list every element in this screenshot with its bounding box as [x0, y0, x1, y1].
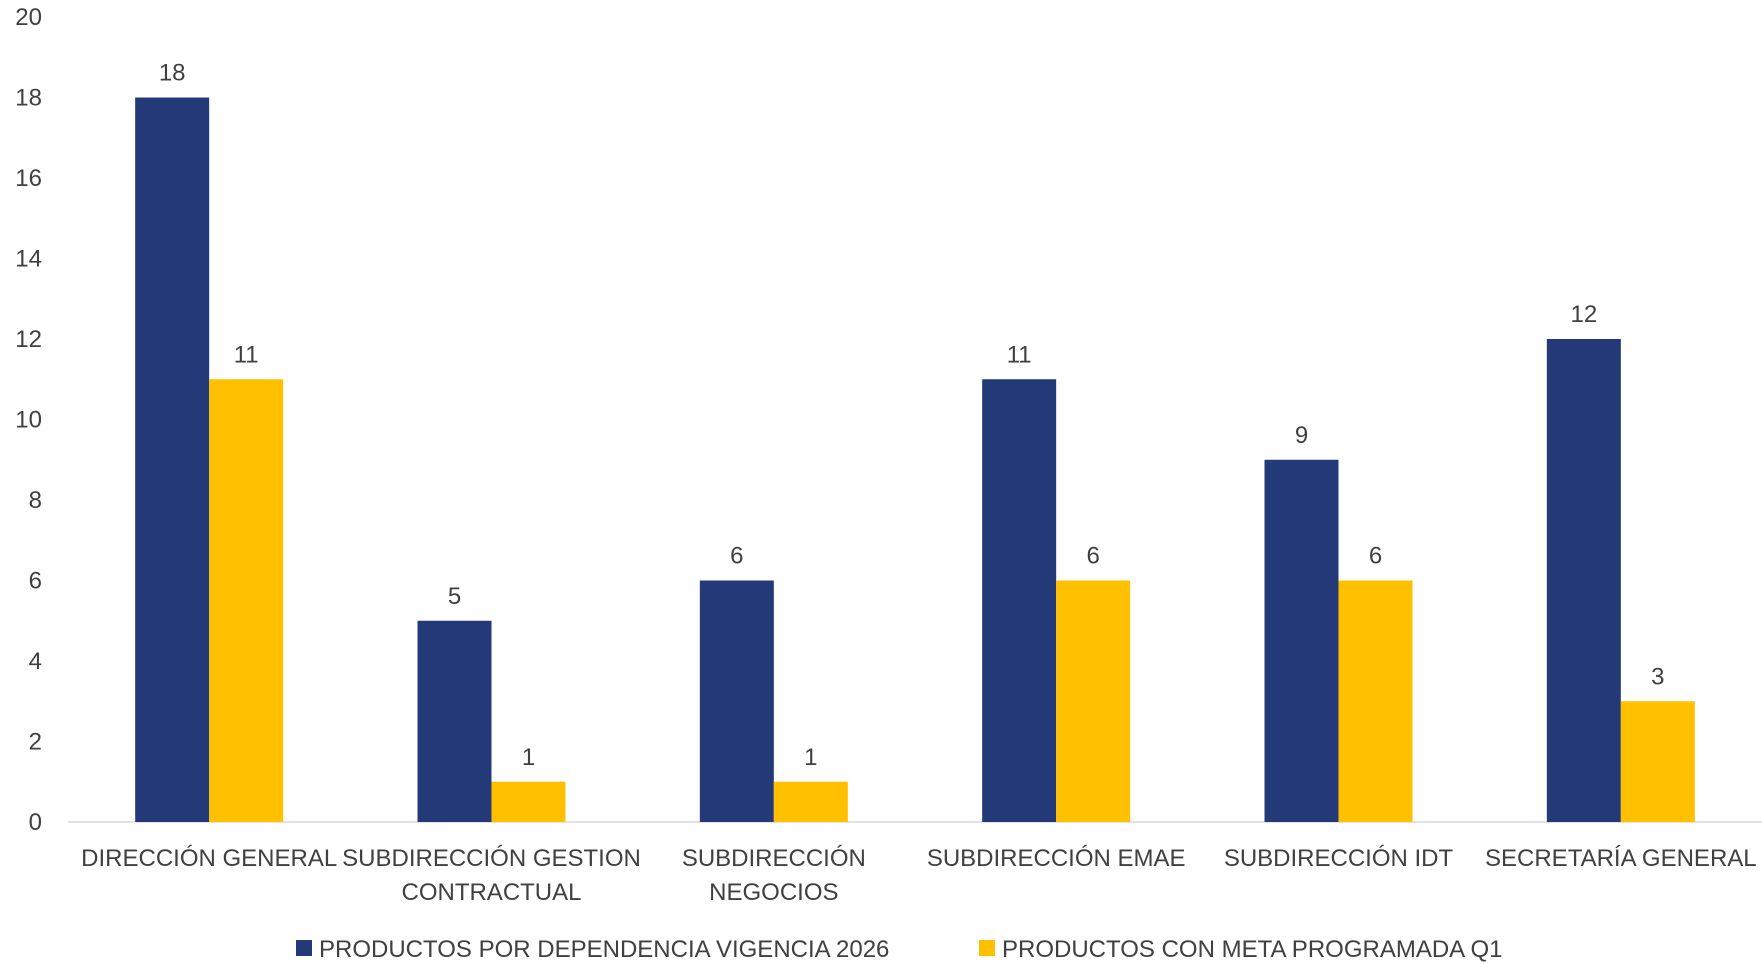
data-label: 6: [730, 543, 743, 570]
data-label: 1: [804, 744, 817, 771]
data-label: 12: [1570, 301, 1597, 328]
bar-products-q1: [1338, 580, 1413, 822]
y-tick-label: 10: [15, 407, 42, 434]
bar-products-total: [417, 620, 492, 822]
bar-products-total: [135, 97, 210, 822]
data-label: 11: [234, 341, 259, 368]
legend-label: PRODUCTOS POR DEPENDENCIA VIGENCIA 2026: [319, 936, 889, 963]
data-label: 11: [1007, 341, 1032, 368]
bar-products-q1: [1620, 701, 1695, 822]
bar-products-q1: [491, 781, 566, 822]
legend: PRODUCTOS POR DEPENDENCIA VIGENCIA 2026 P…: [296, 936, 1503, 963]
bar-products-total: [1264, 459, 1339, 822]
legend-label: PRODUCTOS CON META PROGRAMADA Q1: [1002, 936, 1503, 963]
bar-products-q1: [209, 379, 284, 822]
data-label: 3: [1651, 663, 1664, 690]
y-tick-label: 14: [15, 246, 42, 273]
data-label: 5: [448, 583, 461, 610]
y-tick-label: 8: [29, 487, 42, 514]
bars: [135, 97, 1695, 822]
y-tick-label: 2: [29, 729, 42, 756]
category-label: SUBDIRECCIÓN IDT: [1224, 845, 1454, 872]
data-label: 1: [522, 744, 535, 771]
data-label: 6: [1086, 543, 1099, 570]
y-tick-label: 0: [29, 809, 42, 836]
y-tick-label: 20: [15, 4, 42, 31]
bar-products-q1: [1056, 580, 1131, 822]
bar-products-total: [1546, 339, 1621, 822]
category-label: SUBDIRECCIÓN EMAE: [927, 845, 1186, 872]
y-tick-label: 18: [15, 85, 42, 112]
data-label: 9: [1295, 422, 1308, 449]
category-label: SUBDIRECCIÓN NEGOCIOS: [682, 845, 866, 906]
legend-swatch: [296, 940, 312, 956]
data-label: 6: [1369, 543, 1382, 570]
bar-products-total: [982, 379, 1057, 822]
y-tick-label: 6: [29, 568, 42, 595]
bar-products-q1: [773, 781, 848, 822]
category-label: SECRETARÍA GENERAL: [1485, 845, 1757, 872]
y-tick-label: 16: [15, 165, 42, 192]
category-labels: DIRECCIÓN GENERAL SUBDIRECCIÓN GESTION CON…: [81, 845, 1757, 906]
legend-swatch: [979, 940, 995, 956]
y-axis-ticks: 0 2 4 6 8 10 12 14 16 18 20: [15, 4, 42, 836]
bar-products-total: [699, 580, 774, 822]
category-label: SUBDIRECCIÓN GESTION CONTRACTUAL: [342, 845, 641, 906]
y-tick-label: 12: [15, 326, 42, 353]
category-label: DIRECCIÓN GENERAL: [81, 845, 337, 872]
y-tick-label: 4: [29, 648, 42, 675]
data-label: 18: [159, 60, 186, 87]
